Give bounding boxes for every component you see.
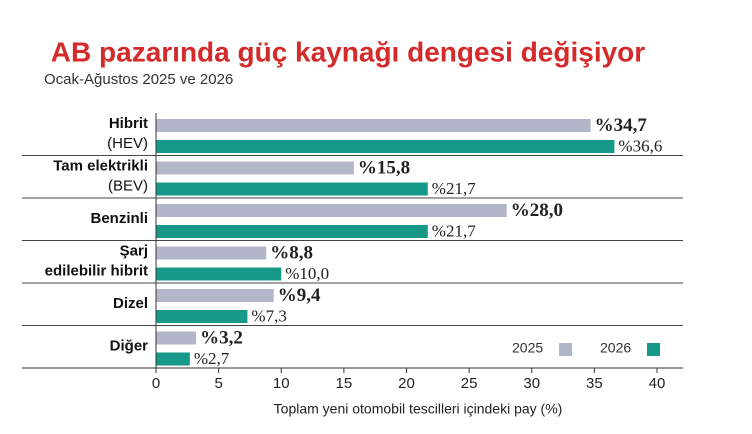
legend-swatch (647, 343, 660, 356)
x-tick-label: 25 (461, 375, 478, 392)
value-label: %21,7 (432, 221, 476, 240)
value-label: %8,8 (270, 242, 313, 263)
value-label: %3,2 (200, 327, 243, 348)
bar (156, 161, 354, 175)
value-label: %28,0 (511, 200, 563, 221)
x-tick-label: 10 (273, 375, 290, 392)
category-label: edilebilir hibrit (45, 263, 148, 280)
x-tick-label: 40 (649, 375, 666, 392)
category-label: Benzinli (90, 210, 148, 227)
bar (156, 225, 428, 238)
value-label: %21,7 (432, 179, 476, 198)
category-label: Tam elektrikli (53, 158, 148, 175)
x-tick-label: 35 (586, 375, 603, 392)
bar (156, 331, 197, 345)
x-tick-label: 15 (336, 375, 353, 392)
legend-label: 2026 (600, 340, 631, 356)
chart-title: AB pazarında güç kaynağı dengesi değişiy… (51, 36, 645, 67)
value-label: %34,7 (595, 115, 648, 136)
bar (156, 119, 591, 132)
value-label: %7,3 (251, 306, 286, 325)
bar (156, 140, 615, 153)
x-tick-label: 0 (152, 375, 160, 392)
category-label: Şarj (120, 243, 148, 260)
bar (156, 204, 507, 217)
value-label: %36,6 (618, 136, 662, 155)
bar (156, 267, 282, 281)
bar (156, 246, 267, 260)
category-label: Diğer (110, 338, 149, 355)
legend-label: 2025 (512, 340, 543, 356)
value-label: %15,8 (358, 157, 410, 178)
category-detail: (BEV) (108, 178, 148, 195)
x-tick-label: 5 (214, 375, 222, 392)
chart-subtitle: Ocak-Ağustos 2025 ve 2026 (44, 71, 233, 88)
bar (156, 289, 274, 302)
x-tick-label: 20 (398, 375, 415, 392)
value-label: %9,4 (278, 285, 321, 306)
category-label: Dizel (113, 295, 148, 312)
category-label: Hibrit (109, 115, 148, 132)
legend-swatch (559, 343, 572, 356)
bar (156, 182, 428, 196)
category-detail: (HEV) (107, 135, 148, 152)
value-label: %2,7 (194, 349, 230, 368)
value-label: %10,0 (285, 264, 329, 283)
x-tick-label: 30 (523, 375, 540, 392)
bar (156, 310, 248, 323)
x-axis-label: Toplam yeni otomobil tescilleri içindeki… (274, 401, 563, 417)
bar (156, 352, 190, 366)
